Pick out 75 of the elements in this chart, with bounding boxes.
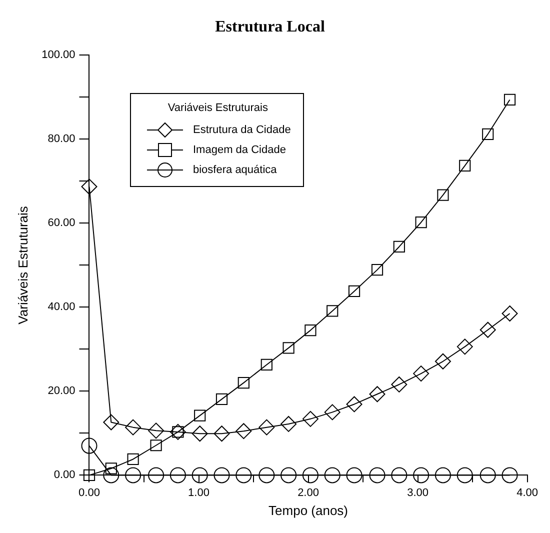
point xyxy=(437,189,449,201)
point xyxy=(81,178,98,195)
y-tick-label: 20.00 xyxy=(48,385,76,398)
point xyxy=(391,376,408,392)
y-tick-label: 80.00 xyxy=(48,133,76,146)
point xyxy=(125,419,142,436)
point xyxy=(236,467,252,484)
point xyxy=(459,160,471,172)
point xyxy=(415,216,427,228)
point xyxy=(192,426,208,442)
point xyxy=(216,393,228,405)
point xyxy=(81,438,98,454)
x-tick-label: 4.00 xyxy=(516,486,538,499)
point xyxy=(324,404,340,420)
legend-title: Variáveis Estruturais xyxy=(166,102,269,114)
point xyxy=(258,467,275,484)
legend-label: biosfera aquática xyxy=(193,164,277,176)
y-tick-label: 40.00 xyxy=(48,301,76,314)
point xyxy=(214,426,230,442)
point xyxy=(434,467,451,484)
point xyxy=(456,467,473,484)
point xyxy=(194,410,206,422)
point xyxy=(480,322,496,338)
x-tick-label: 1.00 xyxy=(188,486,210,499)
point xyxy=(369,386,386,402)
x-tick-label: 2.00 xyxy=(298,486,319,499)
point xyxy=(214,467,230,484)
point xyxy=(480,467,496,484)
x-tick-label: 0.00 xyxy=(78,486,100,499)
y-axis-title: Variáveis Estruturais xyxy=(15,206,30,324)
y-tick-label: 60.00 xyxy=(48,217,76,230)
y-tick-label: 100.00 xyxy=(42,49,76,62)
point xyxy=(280,467,297,484)
point xyxy=(482,128,494,140)
point xyxy=(413,467,430,484)
point xyxy=(238,376,250,389)
point xyxy=(369,467,386,484)
x-tick-label: 3.00 xyxy=(407,486,428,499)
point xyxy=(302,410,318,427)
point xyxy=(324,467,340,484)
point xyxy=(105,462,117,474)
point xyxy=(170,467,186,484)
point xyxy=(456,338,473,355)
chart-title: Estrutura Local xyxy=(215,18,326,36)
point xyxy=(371,264,384,276)
legend-label: Estrutura da Cidade xyxy=(193,124,291,136)
point xyxy=(346,467,362,484)
point xyxy=(502,306,518,322)
point xyxy=(346,396,362,412)
point xyxy=(192,467,208,484)
point xyxy=(148,422,164,439)
point xyxy=(150,440,162,452)
point xyxy=(258,419,275,436)
point xyxy=(103,467,120,484)
point xyxy=(326,305,338,317)
point xyxy=(236,423,252,440)
point xyxy=(302,467,318,484)
point xyxy=(391,467,408,484)
point xyxy=(280,416,297,432)
point xyxy=(125,467,142,484)
point xyxy=(504,94,516,106)
point xyxy=(103,414,120,430)
point xyxy=(304,324,316,336)
y-tick-label: 0.00 xyxy=(54,469,76,482)
point xyxy=(348,285,360,298)
point xyxy=(148,467,164,484)
x-axis-title: Tempo (anos) xyxy=(268,502,348,518)
point xyxy=(260,358,272,371)
point xyxy=(413,366,430,382)
point xyxy=(502,467,518,484)
point xyxy=(127,453,139,466)
legend-label: Imagem da Cidade xyxy=(193,144,286,156)
point xyxy=(282,342,294,354)
point xyxy=(434,353,451,370)
point xyxy=(393,240,405,253)
